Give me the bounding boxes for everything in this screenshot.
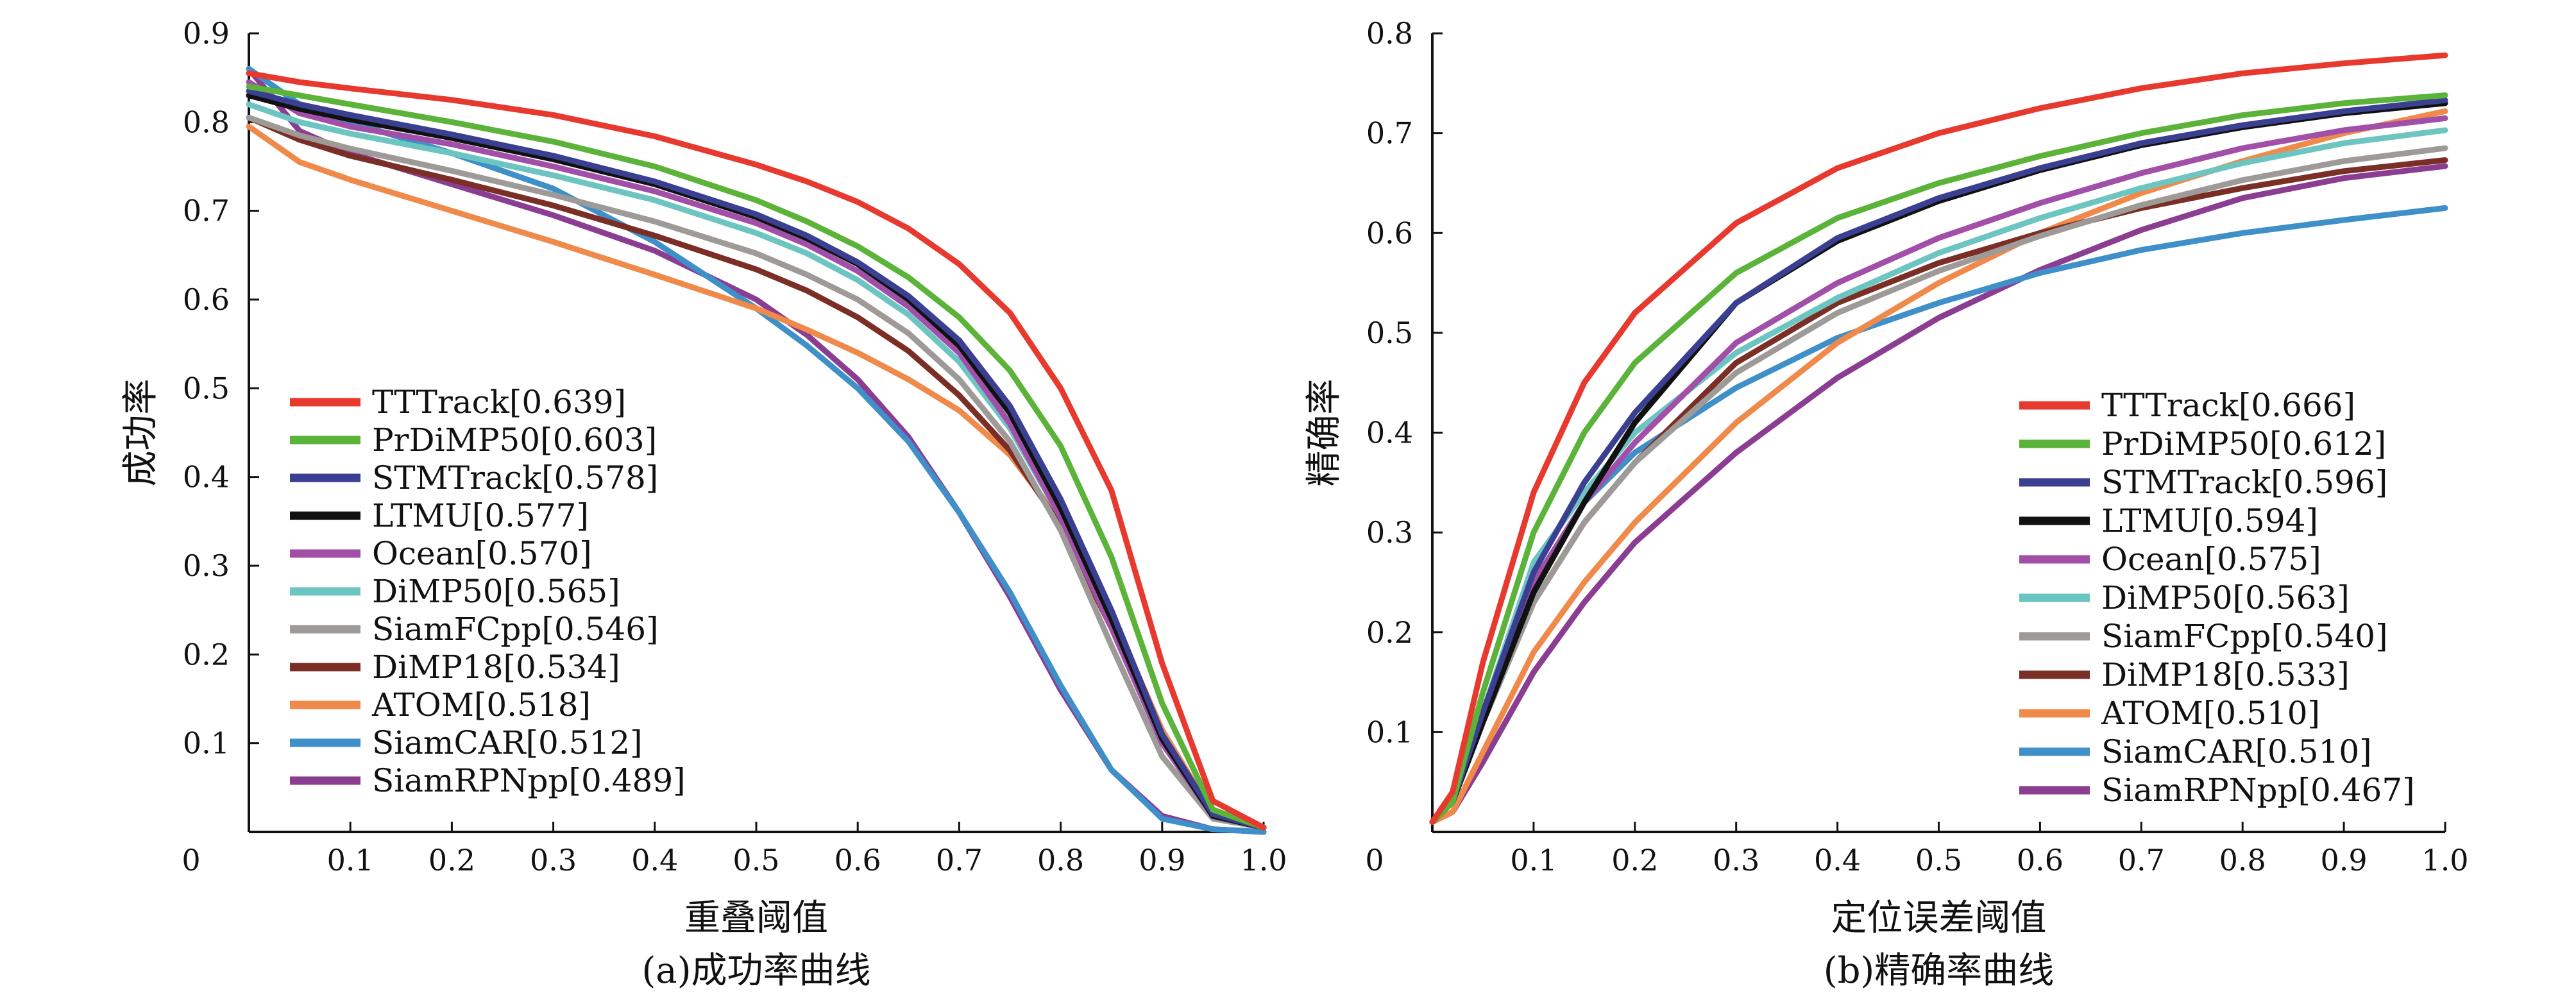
x-tick-label: 0.8 (1037, 843, 1084, 877)
legend-entry: Ocean[0.575] (2101, 541, 2321, 578)
x-tick-label: 1.0 (1240, 843, 1287, 877)
y-tick-label: 0.8 (183, 105, 230, 139)
legend-entry: STMTrack[0.578] (372, 459, 658, 496)
series-line-prdimp50 (246, 83, 1267, 831)
y-tick-label: 0.6 (183, 282, 230, 317)
legend-entry: PrDiMP50[0.612] (2101, 425, 2386, 462)
origin-label: 0 (1365, 843, 1384, 877)
series-line-stmtrack (246, 88, 1267, 831)
series-line-siamrpnpp (1429, 163, 2448, 825)
series-line-prdimp50 (1429, 92, 2448, 825)
x-tick-label: 0.9 (2321, 843, 2368, 877)
y-tick-label: 0.5 (1366, 316, 1413, 350)
x-tick-label: 0.8 (2219, 843, 2266, 877)
x-tick-label: 0.3 (1713, 843, 1759, 877)
legend-entry: SiamRPNpp[0.489] (372, 762, 686, 799)
y-axis-label: 成功率 (120, 379, 162, 487)
legend-entry: SiamFCpp[0.546] (372, 611, 659, 648)
origin-label: 0 (182, 843, 200, 877)
x-tick-label: 0.3 (530, 843, 577, 877)
panel-caption: (b)精确率曲线 (1824, 950, 2055, 992)
legend-entry: SiamCAR[0.512] (372, 724, 643, 761)
x-tick-label: 0.5 (1915, 843, 1962, 877)
legend-entry: SiamRPNpp[0.467] (2101, 772, 2415, 809)
x-axis-label: 定位误差阈值 (1831, 897, 2047, 939)
y-tick-label: 0.7 (1366, 116, 1413, 151)
x-tick-label: 0.4 (631, 843, 678, 877)
y-tick-label: 0.8 (1366, 16, 1413, 51)
legend-entry: DiMP18[0.534] (372, 648, 620, 686)
y-tick-label: 0.9 (183, 16, 230, 51)
series-line-siamcar (246, 65, 1267, 835)
x-tick-label: 0.6 (835, 843, 881, 877)
legend-entry: LTMU[0.594] (2101, 502, 2318, 539)
x-tick-label: 0.7 (936, 843, 983, 877)
x-tick-label: 0.1 (1510, 843, 1557, 877)
y-tick-label: 0.3 (183, 548, 230, 583)
legend-entry: DiMP18[0.533] (2101, 656, 2350, 693)
series-line-tttrack (1429, 52, 2448, 825)
series-line-tttrack (246, 70, 1267, 831)
y-tick-label: 0.1 (1366, 715, 1413, 749)
success-rate-panel: 0.1 0.2 0.3 0.4 0.5 0.6 0.7 0.8 0.9 1.0 0.1 0.2 0.3 0… (120, 16, 1287, 992)
x-tick-label: 0.6 (2017, 843, 2063, 877)
legend-entry: ATOM[0.510] (2101, 695, 2320, 732)
x-tick-label: 1.0 (2421, 843, 2468, 877)
legend-entry: PrDiMP50[0.603] (372, 421, 657, 459)
y-tick-label: 0.2 (183, 637, 230, 672)
precision-panel: 0.1 0.2 0.3 0.4 0.5 0.6 0.7 0.8 0.9 1.0 0.1 0.2 0.3 0… (1303, 16, 2469, 992)
y-tick-label: 0.7 (183, 194, 230, 228)
legend-entry: DiMP50[0.565] (372, 573, 620, 610)
legend-entry: SiamFCpp[0.540] (2101, 618, 2388, 655)
x-tick-label: 0.2 (1611, 843, 1658, 877)
x-axis-label: 重叠阈值 (684, 897, 828, 939)
legend-entry: SiamCAR[0.510] (2101, 733, 2372, 770)
legend-entry: TTTrack[0.666] (2101, 387, 2355, 424)
x-tick-label: 0.1 (327, 843, 374, 877)
series-line-siamfcpp (246, 114, 1267, 831)
x-tick-label: 0.7 (2118, 843, 2165, 877)
y-tick-label: 0.4 (1366, 416, 1413, 450)
legend-entry: DiMP50[0.563] (2101, 579, 2350, 616)
series-line-stmtrack (1429, 97, 2448, 825)
legend: TTTrack[0.666]PrDiMP50[0.612]STMTrack[0.… (2019, 387, 2415, 809)
x-tick-label: 0.4 (1814, 843, 1861, 877)
x-tick-label: 0.5 (733, 843, 779, 877)
y-tick-label: 0.6 (1366, 216, 1413, 250)
x-tick-label: 0.2 (428, 843, 475, 877)
y-tick-label: 0.1 (183, 726, 230, 761)
legend-entry: TTTrack[0.639] (372, 384, 626, 421)
y-tick-label: 0.5 (183, 371, 230, 405)
y-tick-label: 0.4 (183, 460, 230, 495)
y-axis-label: 精确率 (1303, 379, 1345, 487)
y-tick-label: 0.2 (1366, 615, 1413, 650)
legend-entry: STMTrack[0.596] (2101, 464, 2387, 501)
y-tick-label: 0.3 (1366, 515, 1413, 550)
x-tick-label: 0.9 (1139, 843, 1185, 877)
legend-entry: LTMU[0.577] (372, 497, 589, 534)
legend: TTTrack[0.639]PrDiMP50[0.603]STMTrack[0.… (290, 384, 686, 799)
legend-entry: ATOM[0.518] (371, 686, 591, 724)
legend-entry: Ocean[0.570] (372, 535, 592, 572)
panel-caption: (a)成功率曲线 (641, 950, 870, 992)
